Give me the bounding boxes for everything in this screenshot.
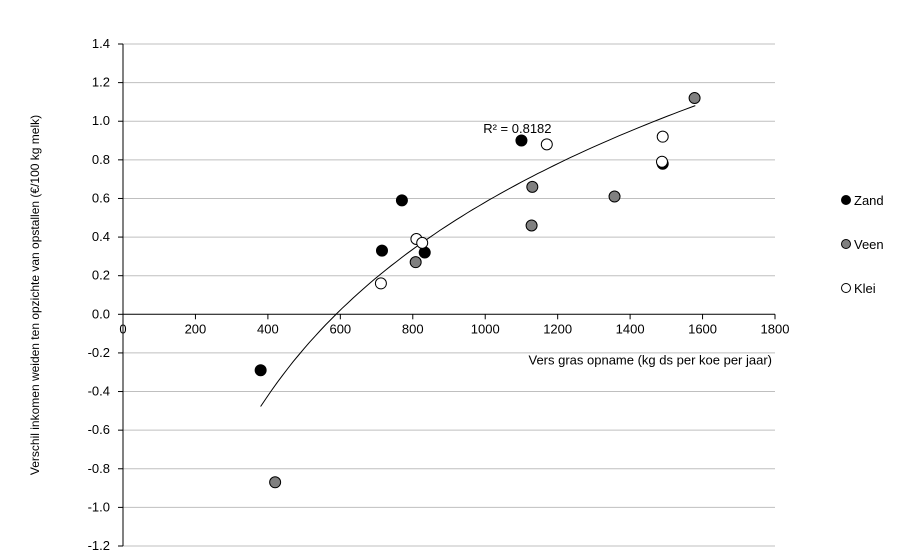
y-tick-label: -0.8 [88, 461, 110, 476]
point-zand [375, 244, 388, 257]
y-tick-label: 0.8 [92, 152, 110, 167]
x-tick-label: 600 [329, 321, 351, 336]
y-tick-label: 1.2 [92, 75, 110, 90]
x-tick-label: 1000 [471, 321, 500, 336]
axes [118, 43, 776, 547]
y-tick-label: 0.4 [92, 229, 110, 244]
x-tick-label: 1800 [761, 321, 790, 336]
x-tick-label: 400 [257, 321, 279, 336]
point-klei [416, 236, 429, 249]
y-tick-label: -1.2 [88, 538, 110, 553]
legend-marker-veen [841, 239, 851, 249]
x-tick-label: 0 [119, 321, 126, 336]
point-veen [688, 92, 701, 105]
point-klei [655, 155, 668, 168]
x-tick-label: 800 [402, 321, 424, 336]
data-points [254, 92, 701, 489]
x-tick-label: 1400 [616, 321, 645, 336]
point-veen [608, 190, 621, 203]
legend-label-klei: Klei [854, 281, 876, 296]
y-tick-label: -0.4 [88, 384, 110, 399]
y-tick-label: 1.4 [92, 36, 110, 51]
point-veen [526, 180, 539, 193]
legend-label-veen: Veen [854, 237, 884, 252]
y-tick-label: 1.0 [92, 113, 110, 128]
point-klei [656, 130, 669, 143]
point-zand [254, 364, 267, 377]
x-tick-label: 1200 [543, 321, 572, 336]
y-tick-label: -0.6 [88, 422, 110, 437]
legend-marker-klei [841, 283, 851, 293]
point-veen [525, 219, 538, 232]
x-axis-label: Vers gras opname (kg ds per koe per jaar… [528, 352, 772, 367]
point-zand [395, 194, 408, 207]
legend-marker-zand [841, 195, 851, 205]
y-axis-label: Verschil inkomen weiden ten opzichte van… [28, 115, 42, 475]
x-tick-labels: 0 200 400 600 800 1000 1200 1400 1600 1800 [119, 321, 789, 336]
y-tick-label: -0.2 [88, 345, 110, 360]
point-veen [269, 476, 282, 489]
gridlines [123, 43, 775, 547]
legend: Zand Veen Klei [841, 193, 884, 296]
y-tick-labels: -1.2 -1.0 -0.8 -0.6 -0.4 -0.2 0.0 0.2 0.4 0.6 0.8 1… [88, 36, 110, 553]
trendline [260, 105, 696, 407]
point-klei [374, 277, 387, 290]
y-tick-label: -1.0 [88, 499, 110, 514]
y-tick-label: 0.0 [92, 306, 110, 321]
y-tick-label: 0.6 [92, 190, 110, 205]
x-tick-label: 200 [185, 321, 207, 336]
point-veen [409, 256, 422, 269]
x-tick-label: 1600 [688, 321, 717, 336]
r-squared-label: R² = 0.8182 [483, 121, 551, 136]
point-klei [540, 138, 553, 151]
point-zand [515, 134, 528, 147]
legend-label-zand: Zand [854, 193, 884, 208]
y-tick-label: 0.2 [92, 268, 110, 283]
